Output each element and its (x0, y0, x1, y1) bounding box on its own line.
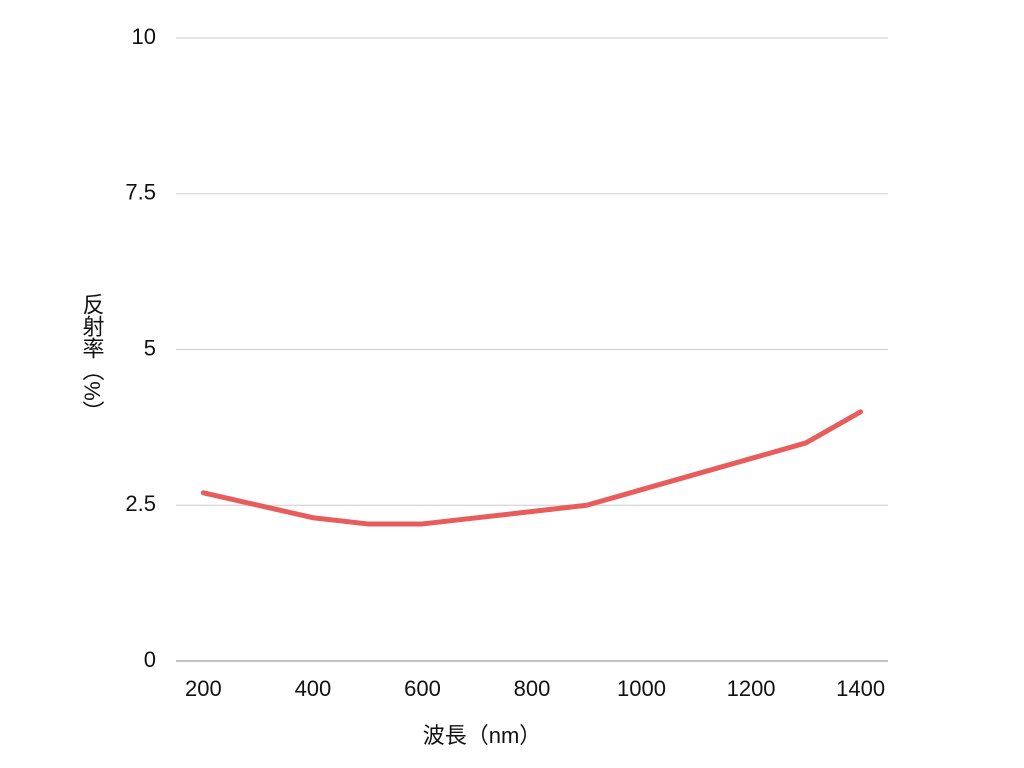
x-tick-label: 800 (514, 676, 551, 701)
y-tick-label: 10 (132, 24, 156, 49)
x-axis-label: 波長（nm） (423, 723, 542, 748)
y-tick-label: 7.5 (125, 180, 156, 205)
y-tick-label: 2.5 (125, 491, 156, 516)
data-line (200, 409, 864, 527)
x-tick-label: 200 (185, 676, 222, 701)
y-axis-label: 反射率（%） (80, 293, 105, 423)
x-tick-label: 400 (295, 676, 332, 701)
x-tick-label: 1400 (836, 676, 885, 701)
y-tick-label: 0 (144, 647, 156, 672)
x-tick-label: 1200 (727, 676, 776, 701)
y-tick-label: 5 (144, 335, 156, 360)
x-tick-label: 1000 (617, 676, 666, 701)
x-tick-label: 600 (404, 676, 441, 701)
